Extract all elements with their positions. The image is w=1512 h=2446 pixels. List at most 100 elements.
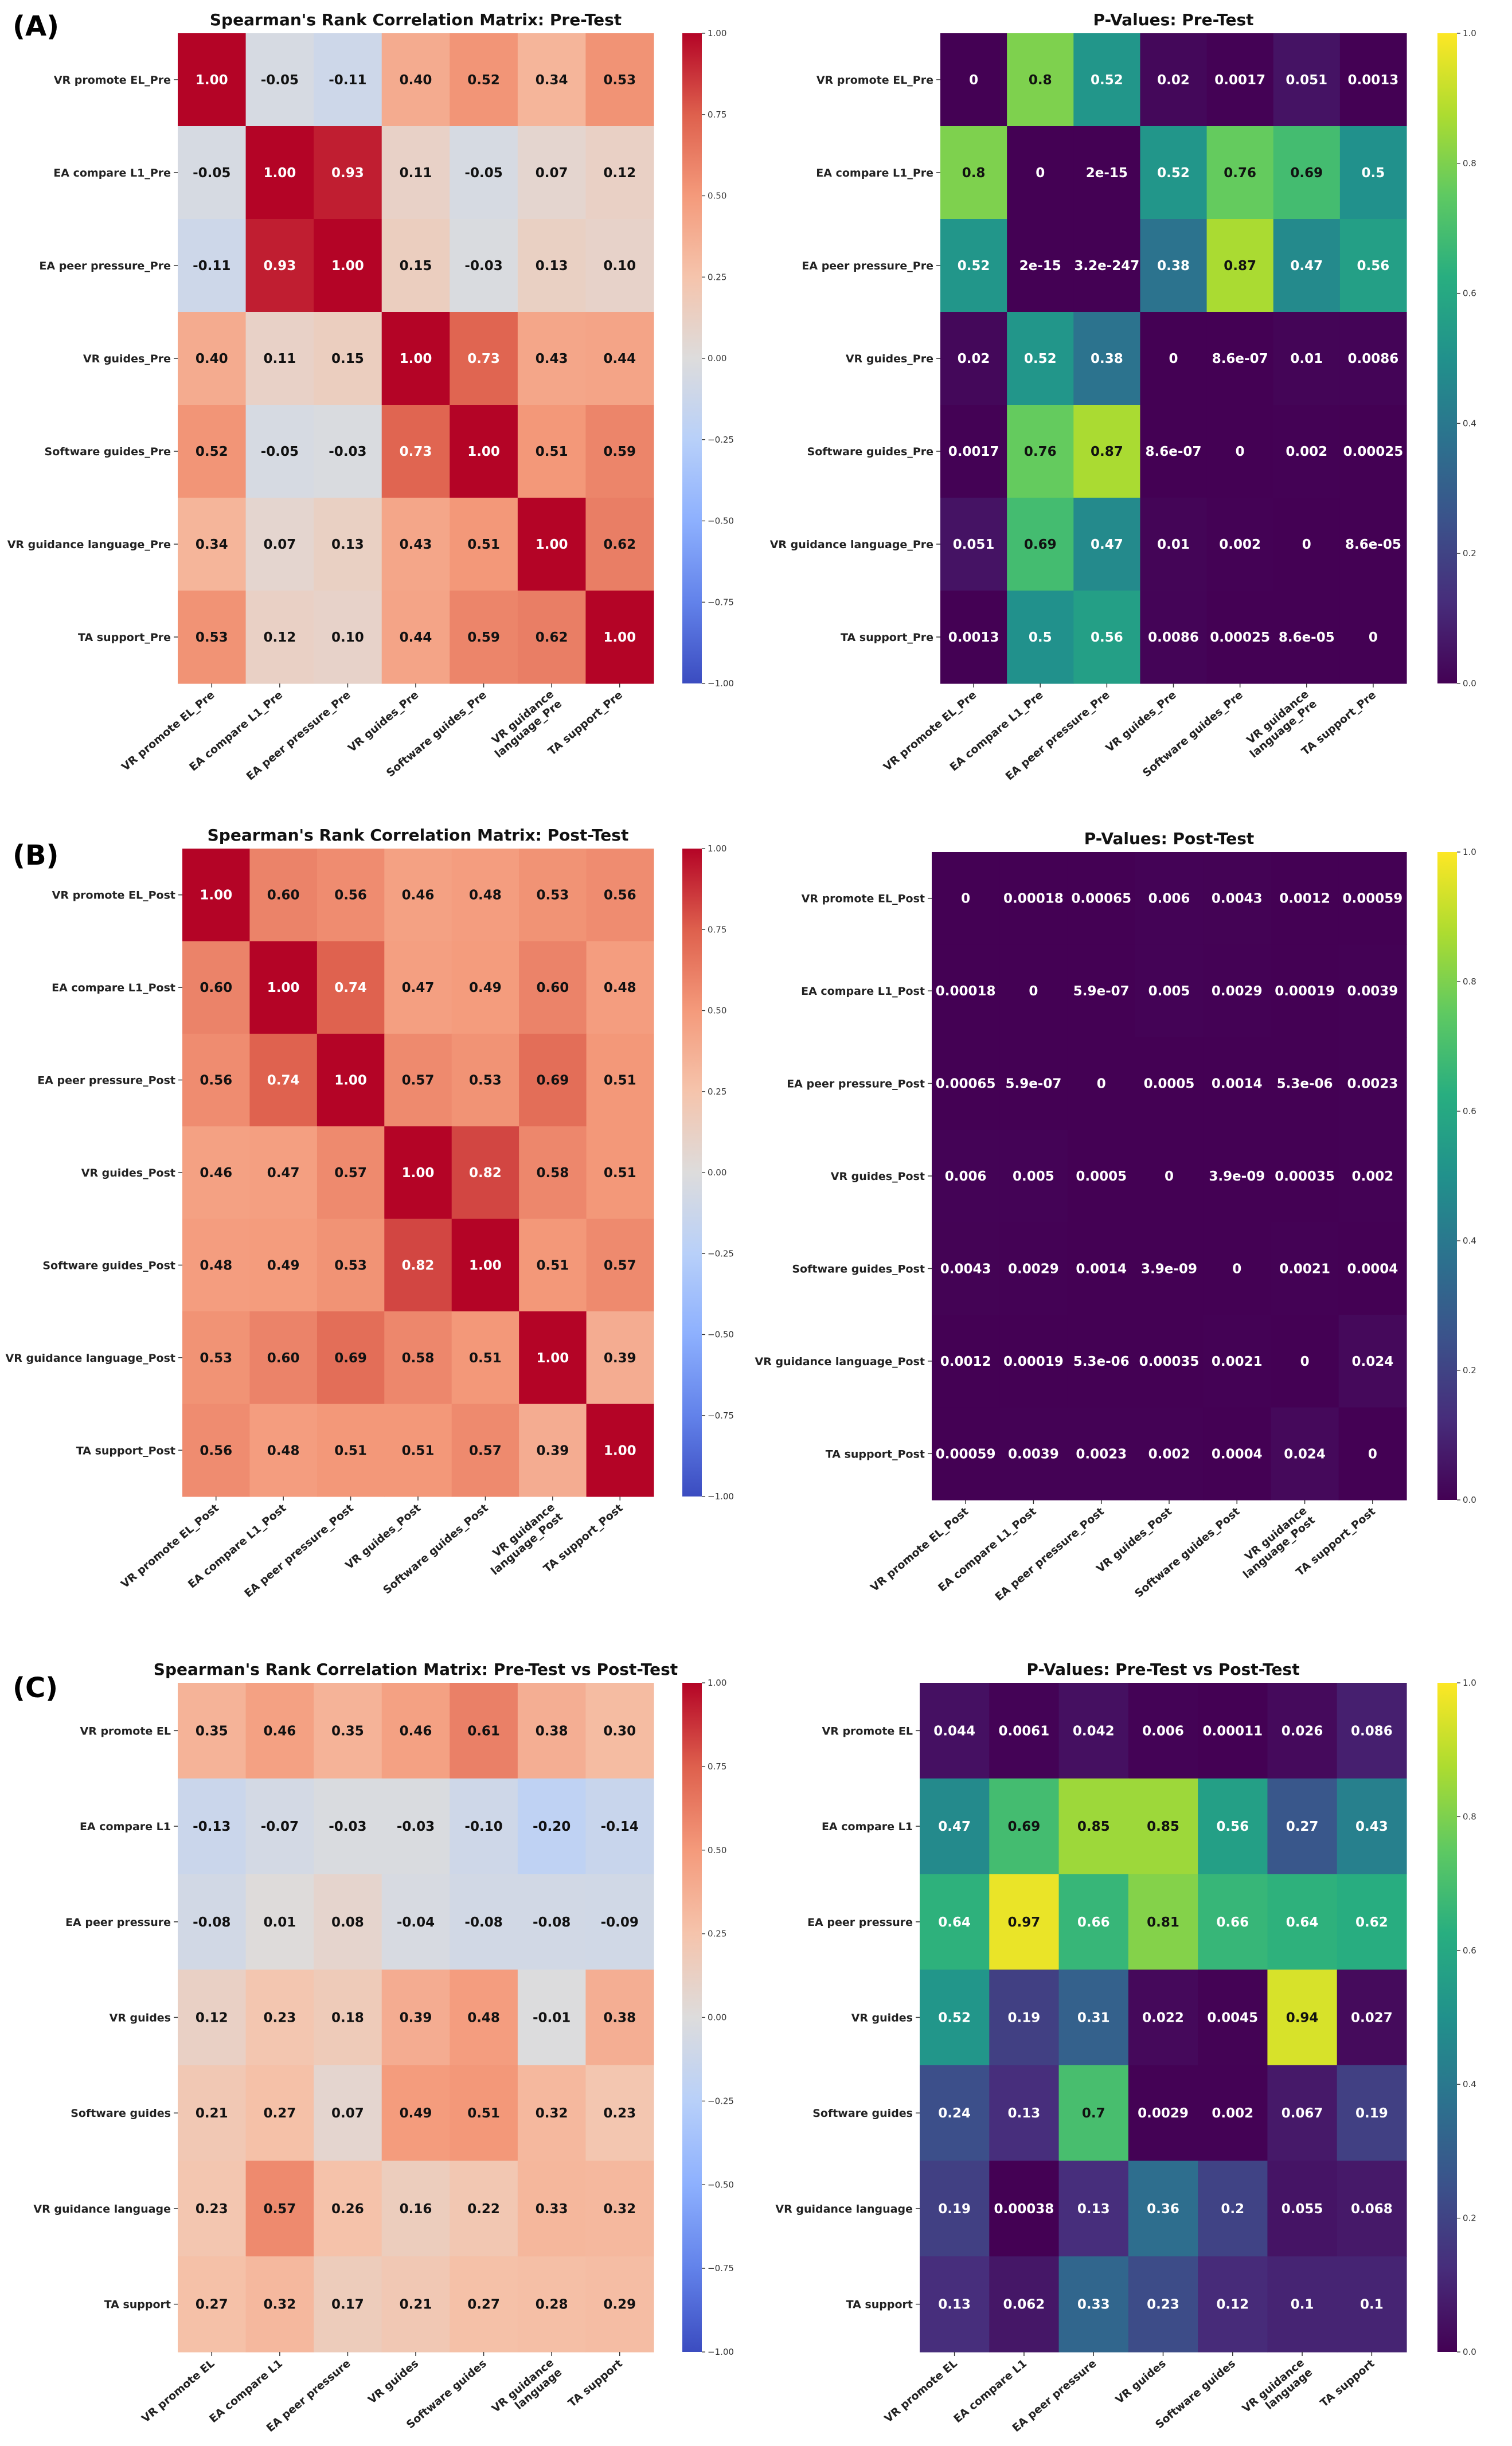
cell-value-label: 0.69	[536, 1073, 569, 1088]
heatmap-cell	[999, 1130, 1068, 1223]
cell-value-label: 1.00	[603, 630, 636, 645]
heatmap-cell	[1271, 1407, 1339, 1501]
cell-value-label: 0.57	[334, 1166, 367, 1181]
cell-value-label: 8.6e-07	[1146, 444, 1202, 459]
heatmap-cell	[450, 2256, 518, 2353]
heatmap-cell	[519, 1218, 587, 1312]
cell-value-label: 0.56	[604, 888, 636, 903]
cell-value-label: 1.00	[196, 73, 228, 88]
y-tick-label: Software guides_Post	[42, 1259, 175, 1272]
cell-value-label: 0.58	[402, 1351, 435, 1366]
heatmap-cell	[245, 2256, 314, 2353]
x-tick-label: EA peer pressure_Pre	[1003, 689, 1112, 783]
heatmap-cell	[384, 1126, 452, 1220]
heatmap-cell	[1073, 498, 1141, 591]
cell-value-label: -0.11	[193, 259, 230, 273]
cell-value-label: 0.12	[603, 166, 636, 181]
y-tick-label: VR guidance language_Post	[6, 1352, 175, 1365]
heatmap-cell	[999, 1407, 1068, 1501]
heatmap-cell	[381, 312, 450, 405]
cell-value-label: 0.76	[1224, 166, 1256, 181]
cell-value-label: 0.19	[1008, 2011, 1041, 2026]
heatmap-cell	[1128, 1874, 1198, 1970]
cell-value-label: 0.57	[604, 1258, 636, 1273]
cell-value-label: 0.0086	[1348, 351, 1399, 366]
cell-value-label: 0.07	[263, 537, 296, 552]
heatmap-cell	[381, 591, 450, 684]
cell-value-label: 0.47	[1091, 537, 1123, 552]
y-tick-label: VR promote EL	[80, 1725, 171, 1737]
heatmap-cell	[1267, 2160, 1338, 2257]
heatmap-cell	[1203, 852, 1272, 945]
cell-value-label: 5.3e-06	[1277, 1077, 1333, 1092]
heatmap-cell	[450, 1778, 518, 1875]
heatmap-cell	[932, 1222, 1000, 1315]
cell-value-label: 0.51	[467, 2106, 500, 2121]
cell-value-label: 0.62	[536, 630, 568, 645]
y-tick-label: VR guides_Post	[81, 1167, 175, 1179]
colorbar-tick-label: 0.75	[708, 924, 726, 935]
colorbar-tick-label: 1.00	[708, 843, 726, 854]
x-tick-label: VR guides_Pre	[1103, 689, 1178, 755]
heatmap-cell	[314, 2256, 382, 2353]
y-tick-label: EA peer pressure	[807, 1916, 913, 1929]
cell-value-label: 0.005	[1148, 984, 1190, 999]
y-tick-label: Software guides_Pre	[45, 446, 171, 458]
heatmap-cell	[1007, 33, 1074, 127]
cell-value-label: 0.051	[953, 537, 995, 552]
heatmap-cell	[314, 591, 382, 684]
heatmap-cell	[450, 33, 518, 127]
cell-value-label: 0.38	[1157, 259, 1190, 273]
heatmap-cell	[1339, 405, 1407, 498]
heatmap-cell	[182, 1404, 251, 1497]
cell-value-label: 0.044	[933, 1724, 975, 1738]
cell-value-label: 0.0023	[1076, 1447, 1127, 1462]
heatmap-cell	[1007, 219, 1074, 312]
heatmap-cell	[1338, 852, 1407, 945]
heatmap-cell	[1337, 1778, 1407, 1875]
heatmap-cell	[1058, 1970, 1129, 2066]
heatmap-cell	[519, 849, 587, 942]
heatmap-cell	[1135, 1130, 1204, 1223]
heatmap-cell	[1128, 1970, 1198, 2066]
heatmap-cell	[178, 1874, 247, 1970]
heatmap-cell	[999, 1037, 1068, 1130]
colorbar-tick-label: 1.00	[708, 28, 726, 38]
heatmap-cell	[245, 312, 314, 405]
heatmap-cell	[381, 498, 450, 591]
heatmap-cell	[314, 1683, 382, 1779]
x-tick-label: EA compare L1	[951, 2357, 1029, 2425]
heatmap-cell	[989, 2160, 1060, 2257]
cell-value-label: -0.05	[261, 444, 299, 459]
cell-value-label: 2e-15	[1019, 259, 1061, 273]
heatmap-cell	[1338, 1407, 1407, 1501]
heatmap-cell	[1271, 1130, 1339, 1223]
cell-value-label: 1.00	[467, 444, 500, 459]
y-tick-label: TA support_Post	[76, 1444, 175, 1457]
heatmap-cell	[940, 498, 1007, 591]
y-tick-label: VR promote EL_Pre	[54, 74, 171, 87]
y-tick-label: EA compare L1	[822, 1820, 913, 1833]
x-tick-label: EA compare L1	[207, 2357, 285, 2425]
cell-value-label: 0.0039	[1008, 1447, 1059, 1462]
cell-value-label: 0.0005	[1076, 1169, 1127, 1184]
heatmap-cell	[989, 1970, 1060, 2066]
cell-value-label: 0.00035	[1139, 1354, 1200, 1369]
cell-value-label: 0.23	[603, 2106, 636, 2121]
heatmap-cell	[989, 1778, 1060, 1875]
cell-value-label: 0.067	[1282, 2106, 1323, 2121]
heatmap-cell	[245, 1874, 314, 1970]
heatmap-2: P-Values: Pre-Test 0 0.8 0.52 0.02 0.0017 0.05…	[770, 10, 1476, 783]
heatmap-cell	[178, 33, 247, 127]
cell-value-label: 0.002	[1212, 2106, 1253, 2121]
cell-value-label: 0	[1368, 1447, 1377, 1462]
cell-value-label: 0.82	[402, 1258, 435, 1273]
cell-value-label: 0.026	[1282, 1724, 1323, 1738]
cell-value-label: 0.17	[331, 2297, 364, 2312]
cell-value-label: 0.13	[1077, 2202, 1110, 2217]
cell-value-label: 0.40	[196, 351, 228, 366]
heatmap-cell	[1203, 1407, 1272, 1501]
cell-value-label: 0.52	[1157, 166, 1190, 181]
cell-value-label: 0.0012	[1279, 892, 1330, 906]
cell-value-label: 1.00	[469, 1258, 502, 1273]
